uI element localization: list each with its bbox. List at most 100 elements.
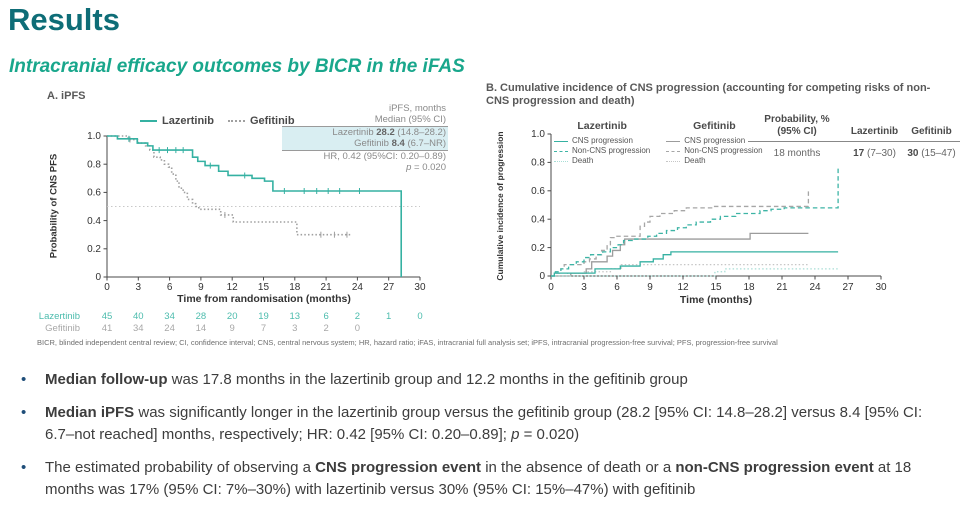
cumulative-incidence-x-axis-label: Time (months) (679, 294, 753, 306)
bullet-cns-progression: • The estimated probability of observing… (14, 457, 954, 501)
svg-text:0.6: 0.6 (531, 186, 545, 197)
legend-item-gef-death: Death (666, 156, 762, 166)
svg-text:34: 34 (133, 323, 144, 334)
svg-text:28: 28 (196, 311, 207, 322)
legend-column-gefitinib: Gefitinib CNS progression Non-CNS progre… (666, 120, 763, 166)
svg-text:7: 7 (261, 323, 266, 334)
svg-text:18: 18 (289, 282, 301, 293)
bullet-text: The estimated probability of observing a… (45, 457, 954, 501)
svg-text:18: 18 (743, 282, 755, 293)
bullet2-mid: was significantly longer in the lazertin… (45, 404, 923, 443)
svg-text:12: 12 (227, 282, 239, 293)
legend-item-gefitinib: Gefitinib (227, 115, 295, 127)
svg-text:0: 0 (548, 282, 554, 293)
svg-text:0.2: 0.2 (531, 243, 545, 254)
svg-text:6: 6 (167, 282, 173, 293)
bullet-median-followup: • Median follow-up was 17.8 months in th… (14, 369, 954, 391)
gef-noncns-label: Non-CNS progression (684, 146, 763, 155)
ipfs-x-axis-label: Time from randomisation (months) (177, 293, 351, 305)
svg-text:12: 12 (677, 282, 689, 293)
ipfs-panel: A. iPFS 0 3 6 9 12 15 18 21 24 27 30 0 0.2 0.4 0.6 0.8 1… (30, 88, 465, 340)
bullet-text: Median follow-up was 17.8 months in the … (45, 369, 688, 391)
stats-gefitinib-row: Gefitinib 8.4 (6.7–NR) (282, 138, 448, 151)
lazertinib-header-cell: Lazertinib (850, 126, 899, 137)
lazertinib-line-swatch (140, 120, 157, 122)
bullet-dot: • (21, 371, 27, 388)
svg-text:27: 27 (383, 282, 395, 293)
bullet1-bold: Median follow-up (45, 371, 168, 388)
stats-header-line: iPFS, months (388, 103, 446, 114)
gef-noncns-swatch (666, 150, 681, 152)
svg-text:0: 0 (355, 323, 360, 334)
laz-cns-swatch (554, 140, 568, 142)
page-title: Results (8, 2, 120, 37)
gefitinib-header-cell: Gefitinib (911, 126, 952, 137)
svg-text:9: 9 (198, 282, 204, 293)
stats-lazertinib-name: Lazertinib (332, 126, 377, 138)
stats-gefitinib-name: Gefitinib (354, 138, 392, 150)
legend-column-lazertinib: Lazertinib CNS progression Non-CNS progr… (554, 120, 650, 166)
bullet-dot: • (21, 459, 27, 476)
svg-text:0.8: 0.8 (87, 159, 101, 170)
svg-text:19: 19 (258, 311, 269, 322)
gefitinib-legend-label: Gefitinib (249, 115, 295, 127)
svg-text:45: 45 (102, 311, 113, 322)
probability-table-row: 18 months 17 (7–30) 30 (15–47) (748, 142, 960, 159)
svg-text:41: 41 (102, 323, 113, 334)
svg-text:24: 24 (809, 282, 821, 293)
svg-text:2: 2 (355, 311, 360, 322)
svg-text:Lazertinib: Lazertinib (39, 311, 80, 322)
stats-p-line: p = 0.020 (282, 162, 448, 173)
laz-death-label: Death (572, 156, 594, 165)
cumulative-incidence-y-axis-label: Cumulative incidence of progression (495, 131, 505, 281)
svg-text:6: 6 (323, 311, 328, 322)
ipfs-panel-title: A. iPFS (47, 90, 86, 102)
svg-text:27: 27 (842, 282, 854, 293)
svg-text:0: 0 (417, 311, 422, 322)
stats-gefitinib-median: 8.4 (391, 138, 405, 150)
abbreviations-footnote: BICR, blinded independent central review… (37, 338, 778, 347)
gefitinib-probability-cell: 30 (15–47) (903, 148, 960, 159)
laz-noncns-swatch (554, 150, 568, 152)
bullet3-bold1: CNS progression event (315, 459, 482, 476)
svg-text:24: 24 (352, 282, 364, 293)
svg-text:21: 21 (321, 282, 333, 293)
cumulative-incidence-panel: B. Cumulative incidence of CNS progressi… (480, 80, 960, 312)
probability-header-cell: Probability, % (95% CI) (748, 114, 846, 138)
ipfs-chart-svg: 0 3 6 9 12 15 18 21 24 27 3000.20.40.60.81.0Lazert… (39, 131, 426, 334)
bullet3-mid: in the absence of death or a (481, 459, 676, 476)
svg-text:6: 6 (614, 282, 620, 293)
svg-text:30: 30 (875, 282, 887, 293)
svg-text:0: 0 (95, 272, 101, 283)
gefitinib-probability-ci: (15–47) (918, 148, 956, 159)
svg-text:2: 2 (323, 323, 328, 334)
svg-text:0.6: 0.6 (87, 188, 101, 199)
svg-text:1.0: 1.0 (531, 129, 545, 140)
probability-header-line2: (95% CI) (777, 126, 817, 137)
probability-table: Probability, % (95% CI) Lazertinib Gefit… (748, 114, 960, 159)
bullet2-p-italic: p (511, 426, 520, 443)
probability-table-header: Probability, % (95% CI) Lazertinib Gefit… (748, 114, 960, 142)
lazertinib-probability-cell: 17 (7–30) (846, 148, 903, 159)
svg-text:Gefitinib: Gefitinib (45, 323, 80, 334)
gefitinib-line-swatch (227, 120, 245, 122)
summary-bullets: • Median follow-up was 17.8 months in th… (14, 369, 954, 512)
svg-text:0.2: 0.2 (87, 244, 101, 255)
svg-text:9: 9 (230, 323, 235, 334)
stats-lazertinib-median: 28.2 (376, 126, 395, 138)
svg-text:0: 0 (539, 271, 545, 282)
legend-item-laz-death: Death (554, 156, 650, 166)
svg-text:40: 40 (133, 311, 144, 322)
svg-text:34: 34 (164, 311, 175, 322)
stats-p-value: = 0.020 (411, 162, 446, 174)
gef-cns-swatch (666, 140, 681, 142)
svg-text:24: 24 (164, 323, 175, 334)
svg-text:15: 15 (710, 282, 722, 293)
lazertinib-probability-value: 17 (853, 148, 865, 159)
cumulative-incidence-chart-svg: 0 3 6 9 12 15 18 21 24 27 30 0 0.2 0.4 0.6 0.8 1.0 (531, 129, 887, 293)
laz-cns-label: CNS progression (572, 136, 633, 145)
svg-text:0: 0 (104, 282, 110, 293)
ipfs-stats-box: iPFS, months Median (95% CI) Lazertinib … (282, 103, 448, 173)
bullet-dot: • (21, 404, 27, 421)
